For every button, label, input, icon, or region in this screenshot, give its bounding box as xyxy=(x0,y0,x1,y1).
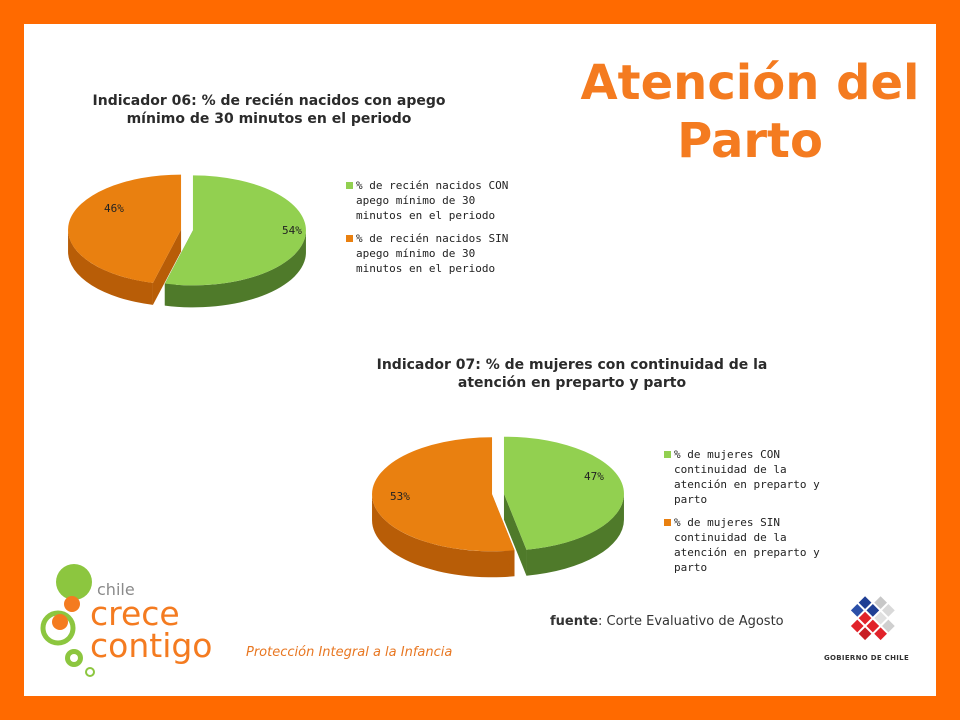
circles-logo-icon xyxy=(40,564,95,677)
pie-slice-wall xyxy=(503,493,527,576)
logo-contigo: contigo xyxy=(90,626,213,665)
legend-label: % de mujeres CON continuidad de la atenc… xyxy=(674,448,820,506)
legend-item-con: % de recién nacidos CON apego mínimo de … xyxy=(346,178,516,223)
pie-slice xyxy=(164,175,306,286)
gov-logo-text: GOBIERNO DE CHILE xyxy=(824,654,910,662)
legend-swatch-orange xyxy=(346,235,353,242)
pie-value-label: 46% xyxy=(104,202,124,215)
chart-2-title: Indicador 07: % de mujeres con continuid… xyxy=(376,357,768,391)
legend-swatch-orange xyxy=(664,519,671,526)
chart-1-title: Indicador 06: % de recién nacidos con ap… xyxy=(92,93,446,127)
chile-government-emblem-icon xyxy=(850,596,895,641)
legend-swatch-green xyxy=(664,451,671,458)
legend-label: % de recién nacidos SIN apego mínimo de … xyxy=(356,232,509,275)
pie-slice-side xyxy=(526,493,624,576)
chart-1-legend: % de recién nacidos CON apego mínimo de … xyxy=(346,178,516,284)
slide-title: Atención del Parto xyxy=(580,55,920,169)
pie-slice-side xyxy=(372,494,515,578)
pie-slice-side xyxy=(68,229,153,305)
pie-slice-wall xyxy=(152,229,182,305)
source-text: Corte Evaluativo de Agosto xyxy=(606,614,784,629)
legend-item-sin: % de mujeres SIN continuidad de la atenc… xyxy=(664,515,834,575)
logo-crece: crece xyxy=(90,594,180,633)
logo-chile: chile xyxy=(97,580,135,599)
tagline: Protección Integral a la Infancia xyxy=(246,645,453,660)
legend-swatch-green xyxy=(346,182,353,189)
legend-label: % de recién nacidos CON apego mínimo de … xyxy=(356,179,509,222)
legend-item-sin: % de recién nacidos SIN apego mínimo de … xyxy=(346,231,516,276)
source-label: fuente xyxy=(550,614,599,629)
pie-value-label: 53% xyxy=(390,490,410,503)
pie-slice xyxy=(503,436,624,550)
chart-2-legend: % de mujeres CON continuidad de la atenc… xyxy=(664,447,834,583)
source-note: fuente: Corte Evaluativo de Agosto xyxy=(550,614,784,629)
pie-slice xyxy=(372,437,515,552)
legend-item-con: % de mujeres CON continuidad de la atenc… xyxy=(664,447,834,507)
pie-slice xyxy=(68,174,182,283)
pie-value-label: 54% xyxy=(282,224,302,237)
pie-charts: 54% 46% 47% 53% xyxy=(68,174,624,578)
pie-slice-side xyxy=(164,230,306,308)
pie-value-label: 47% xyxy=(584,470,604,483)
slide: Atención del Parto Indicador 06: % de re… xyxy=(24,24,936,696)
legend-label: % de mujeres SIN continuidad de la atenc… xyxy=(674,516,820,574)
